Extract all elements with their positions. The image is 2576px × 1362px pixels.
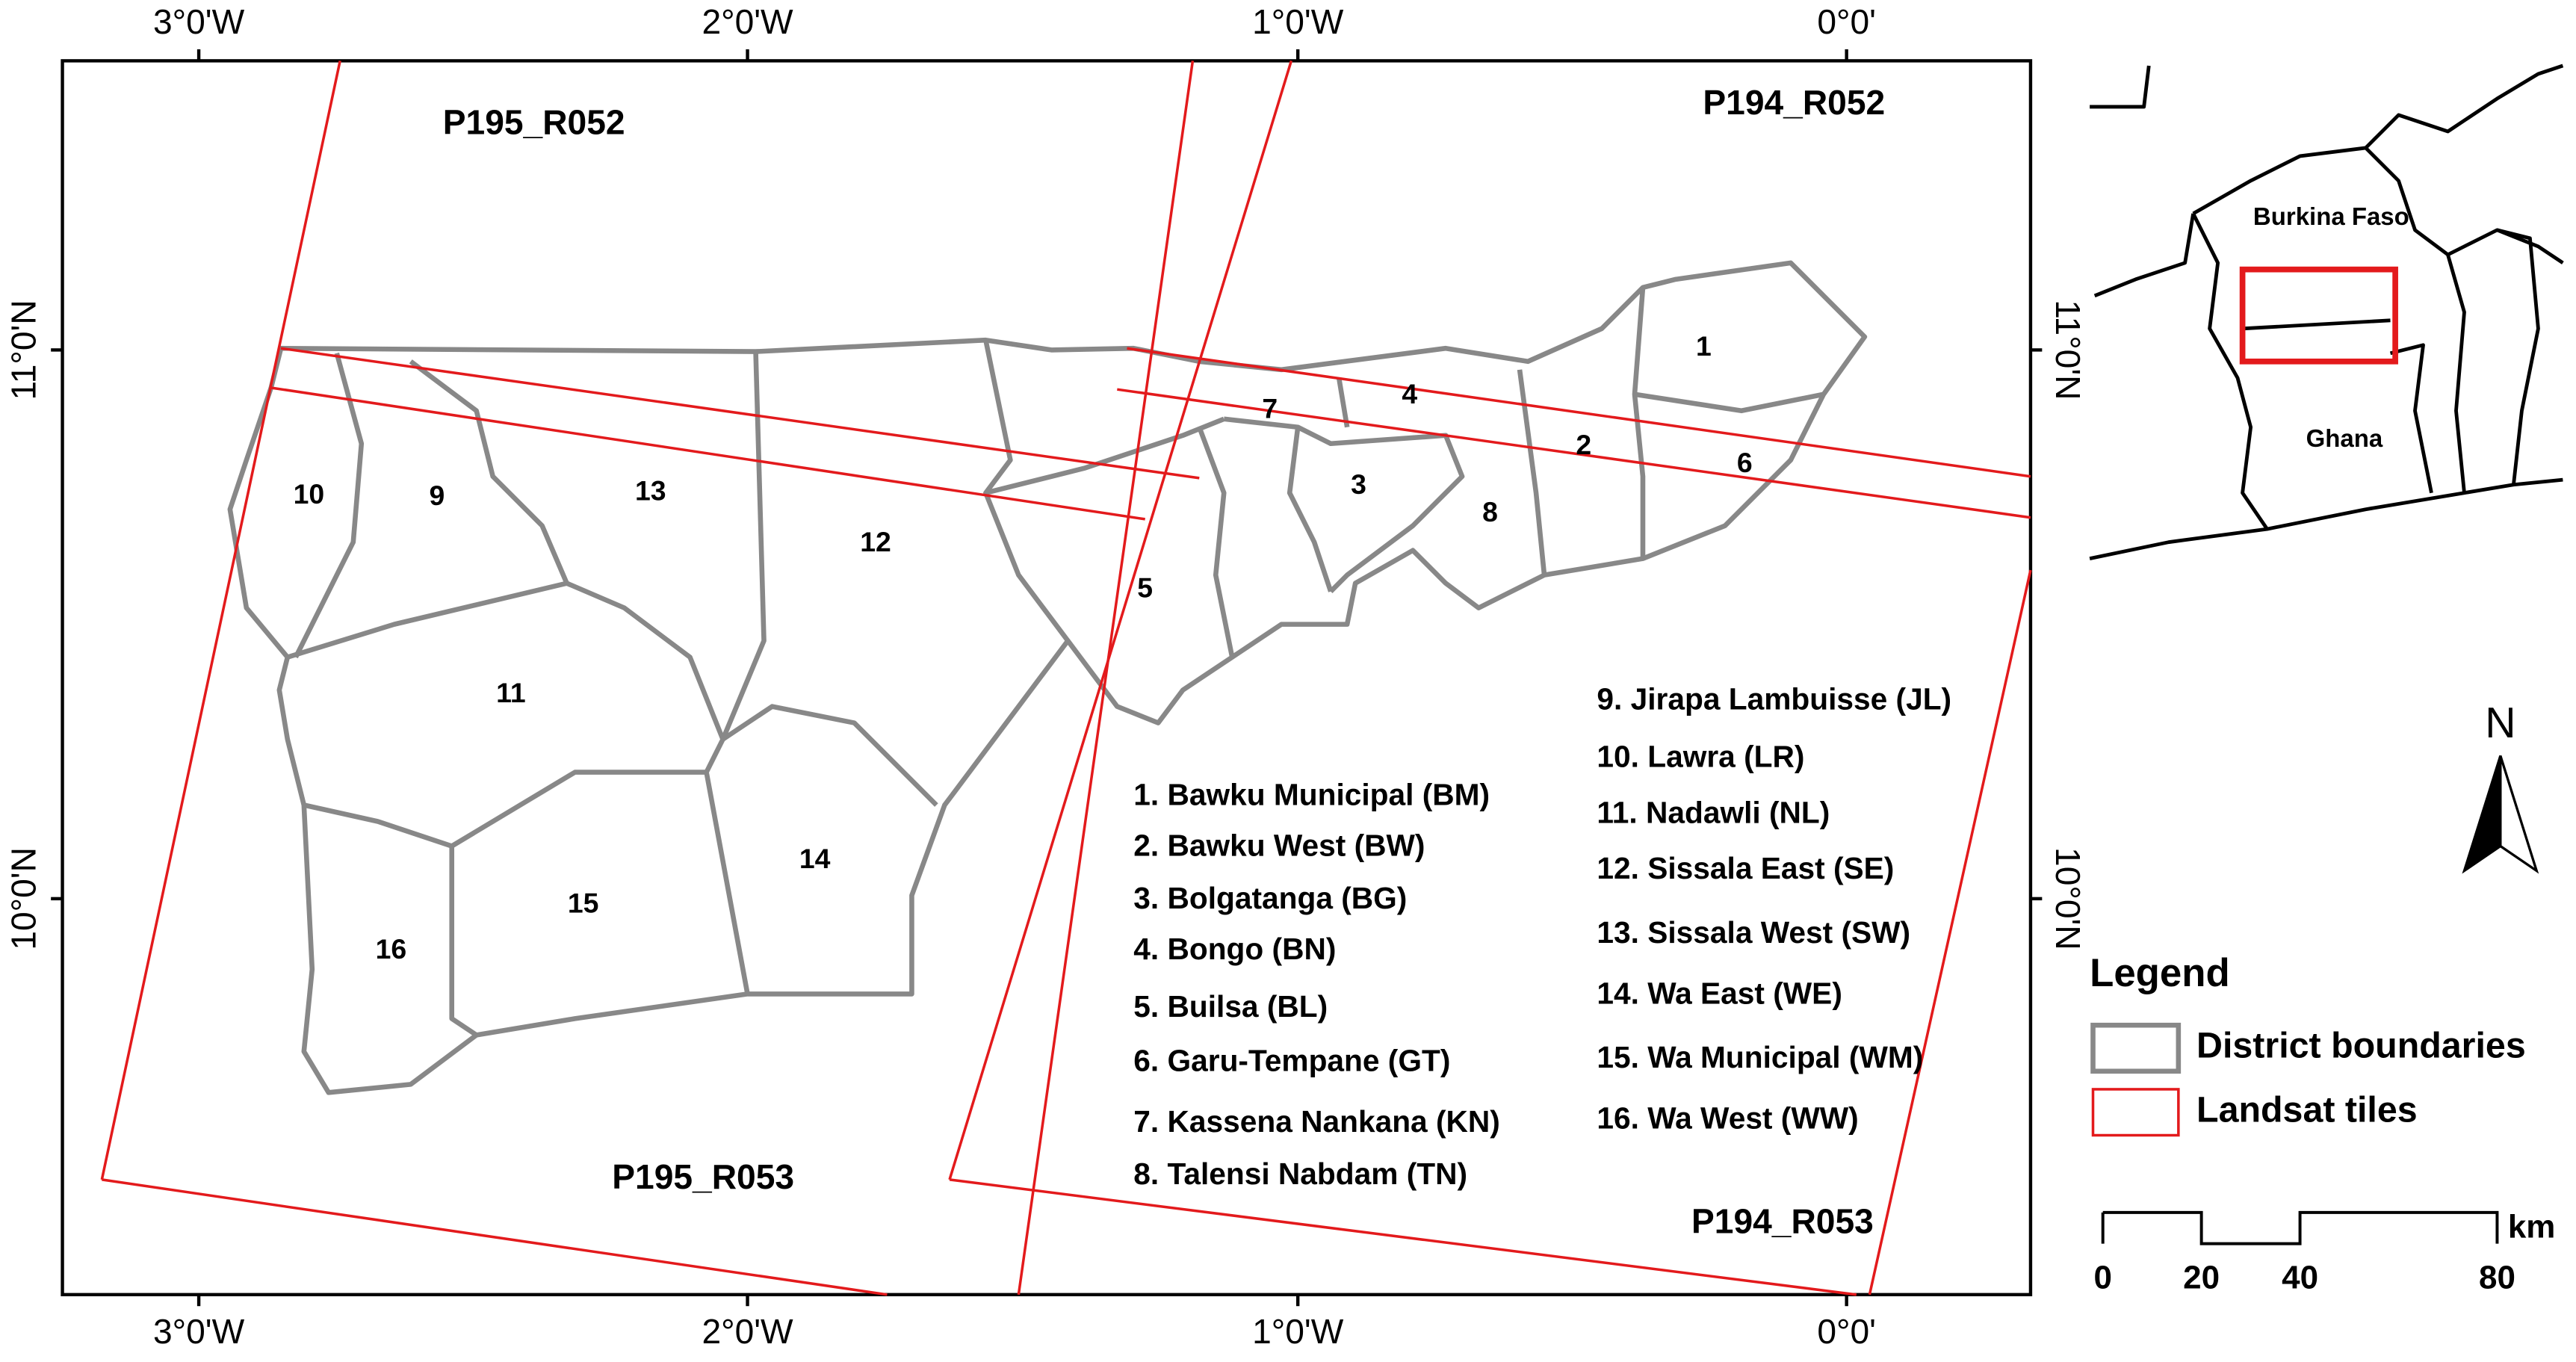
- district-boundary: [1223, 416, 1465, 593]
- district-number: 2: [1576, 429, 1591, 460]
- district-boundary: [985, 416, 1225, 495]
- district-list-item: 10. Lawra (LR): [1597, 740, 1804, 774]
- district-number: 12: [860, 526, 891, 557]
- bottom-tick-label: 1°0'W: [1252, 1312, 1344, 1351]
- scale-label: 80: [2479, 1260, 2515, 1296]
- scale-label: 20: [2183, 1260, 2220, 1296]
- legend-title: Legend: [2090, 951, 2230, 995]
- district-list-item: 12. Sissala East (SE): [1597, 851, 1894, 885]
- north-label: N: [2485, 699, 2515, 747]
- legend-swatch: [2090, 1022, 2182, 1074]
- district-list-item: 16. Wa West (WW): [1597, 1101, 1858, 1135]
- legend-item: Landsat tiles: [2196, 1090, 2418, 1130]
- district-number: 11: [496, 677, 526, 708]
- country-border: [2090, 65, 2151, 109]
- district-list-item: 6. Garu-Tempane (GT): [1133, 1044, 1450, 1078]
- scale-label: 0: [2093, 1260, 2111, 1296]
- landsat-tile-edge: [948, 60, 1293, 1180]
- district-boundary: [1287, 427, 1334, 592]
- district-number: 4: [1402, 378, 1417, 409]
- tile-label: P194_R053: [1691, 1201, 1874, 1240]
- district-number: 3: [1351, 468, 1366, 500]
- tile-label: P195_R053: [612, 1157, 794, 1196]
- district-number: 14: [799, 843, 831, 874]
- district-number: 8: [1482, 496, 1498, 527]
- district-number: 9: [430, 480, 445, 511]
- top-tick-label: 1°0'W: [1252, 2, 1344, 41]
- district-number: 6: [1737, 447, 1753, 478]
- district-boundary: [1197, 426, 1235, 658]
- country-border: [2093, 213, 2196, 298]
- right-tick-label: 11°0'N: [2049, 300, 2087, 400]
- district-number: 7: [1262, 393, 1278, 424]
- district-boundary: [449, 846, 478, 1038]
- district-list-item: 1. Bawku Municipal (BM): [1133, 777, 1490, 811]
- country-border: [2389, 343, 2433, 494]
- district-number: 10: [294, 478, 325, 510]
- district-list-item: 11. Nadawli (NL): [1597, 795, 1830, 829]
- tile-label: P194_R052: [1703, 83, 1885, 122]
- landsat-tile-edge: [270, 386, 1145, 521]
- bottom-tick-label: 3°0'W: [153, 1312, 245, 1351]
- country-border: [2496, 228, 2540, 485]
- bottom-tick-label: 0°0': [1817, 1312, 1876, 1351]
- district-boundary: [1634, 391, 1824, 414]
- district-boundary: [1632, 287, 1646, 559]
- district-number: 15: [568, 888, 599, 919]
- district-list-item: 3. Bolgatanga (BG): [1133, 881, 1407, 915]
- study-area-box: [2239, 266, 2398, 365]
- district-list-item: 15. Wa Municipal (WM): [1597, 1040, 1923, 1074]
- landsat-tile-edge: [1017, 61, 1195, 1296]
- district-list-item: 14. Wa East (WE): [1597, 976, 1842, 1010]
- north-arrow: [2462, 755, 2502, 874]
- district-number: 1: [1696, 330, 1712, 362]
- country-border: [2192, 64, 2564, 215]
- country-border: [2089, 477, 2563, 561]
- north-arrow: [2499, 755, 2539, 874]
- scale-label: 40: [2282, 1260, 2318, 1296]
- country-border: [2191, 212, 2269, 530]
- district-boundary: [1517, 369, 1547, 575]
- inset-label: Ghana: [2306, 424, 2383, 452]
- right-tick-label: 10°0'N: [2049, 847, 2087, 950]
- top-tick-label: 2°0'W: [702, 2, 793, 41]
- district-boundary: [721, 704, 938, 807]
- inset-label: Burkina Faso: [2253, 202, 2409, 230]
- district-boundary: [409, 359, 569, 584]
- district-boundary: [303, 770, 750, 995]
- scale-unit: km: [2508, 1208, 2556, 1245]
- landsat-tile-edge: [100, 61, 341, 1180]
- tile-label: P195_R052: [443, 102, 625, 141]
- landsat-tile-edge: [1117, 388, 2031, 519]
- district-number: 16: [376, 933, 407, 965]
- district-list-item: 5. Builsa (BL): [1133, 989, 1328, 1024]
- country-border: [2242, 318, 2391, 331]
- district-list-item: 2. Bawku West (BW): [1133, 828, 1425, 862]
- district-number: 13: [635, 475, 666, 507]
- district-boundary: [1336, 377, 1350, 428]
- legend-swatch: [2091, 1088, 2180, 1137]
- landsat-tile-edge: [1127, 347, 2031, 478]
- district-list-item: 7. Kassena Nankana (KN): [1133, 1104, 1500, 1139]
- country-border: [2446, 254, 2466, 493]
- legend-item: District boundaries: [2196, 1026, 2526, 1066]
- district-number: 5: [1137, 572, 1153, 603]
- left-tick-label: 11°0'N: [4, 300, 43, 400]
- district-list-item: 8. Talensi Nabdam (TN): [1133, 1157, 1467, 1191]
- landsat-tile-edge: [102, 1178, 888, 1296]
- district-list-item: 13. Sissala West (SW): [1597, 915, 1910, 950]
- left-tick-label: 10°0'N: [4, 847, 43, 950]
- landsat-tile-edge: [949, 1178, 1857, 1296]
- district-list-item: 9. Jirapa Lambuisse (JL): [1597, 682, 1951, 716]
- landsat-tile-edge: [280, 347, 1200, 480]
- top-tick-label: 0°0': [1817, 2, 1876, 41]
- bottom-tick-label: 2°0'W: [702, 1312, 793, 1351]
- scale-bar: [2101, 1210, 2499, 1245]
- top-tick-label: 3°0'W: [153, 2, 245, 41]
- landsat-tile-edge: [1868, 569, 2032, 1296]
- district-list-item: 4. Bongo (BN): [1133, 932, 1336, 966]
- district-boundary: [720, 351, 767, 740]
